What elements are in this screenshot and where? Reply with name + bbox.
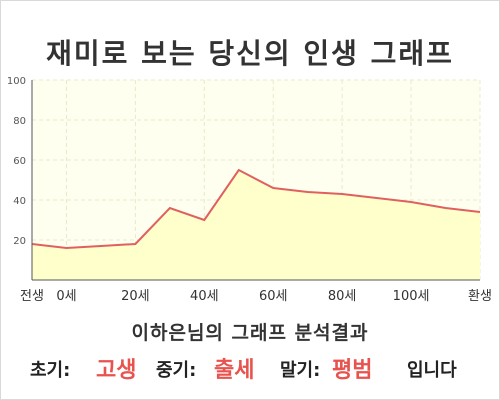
y-tick-label: 100	[7, 76, 26, 87]
x-tick-label: 0세	[56, 289, 76, 304]
page-title: 재미로 보는 당신의 인생 그래프	[46, 37, 454, 70]
late-value: 평범	[332, 358, 373, 383]
x-tick-label: 20세	[121, 289, 150, 304]
x-tick-label: 100세	[393, 289, 430, 304]
mid-value: 출세	[214, 358, 255, 383]
analysis-subtitle: 이하은님의 그래프 분석결과	[131, 322, 369, 344]
analysis-result: 초기: 고생 중기: 출세 말기: 평범 입니다	[0, 347, 500, 383]
x-tick-label: 60세	[259, 289, 288, 304]
early-label: 초기:	[30, 360, 71, 381]
y-tick-label: 20	[13, 236, 26, 247]
y-tick-label: 60	[13, 156, 26, 167]
plot-area: 20 40 60 80 100 전생 0세 20세 40세 60세 80세 100세 환생	[7, 76, 492, 304]
y-tick-label: 80	[13, 116, 26, 127]
life-graph-chart: 20 40 60 80 100 전생 0세 20세 40세 60세 80세 100세 환생	[7, 76, 492, 304]
y-tick-label: 40	[13, 196, 26, 207]
x-tick-label: 전생	[20, 289, 44, 304]
late-label: 말기:	[280, 360, 321, 381]
x-tick-label: 80세	[328, 289, 357, 304]
life-line	[31, 168, 481, 250]
early-value: 고생	[96, 358, 137, 383]
result-suffix: 입니다	[407, 360, 457, 381]
x-tick-label: 환생	[468, 289, 492, 304]
x-tick-label: 40세	[190, 289, 219, 304]
mid-label: 중기:	[156, 360, 197, 381]
